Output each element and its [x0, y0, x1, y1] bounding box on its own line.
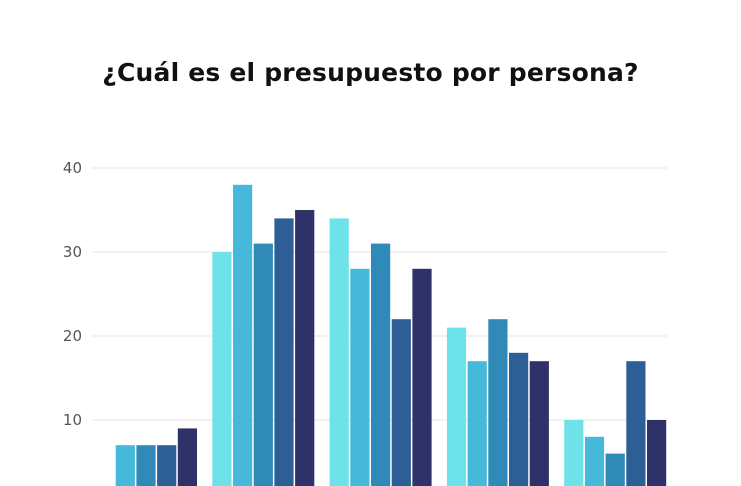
bar: [605, 453, 625, 486]
bar: [488, 319, 508, 486]
bars: [115, 184, 667, 486]
bar: [295, 210, 315, 486]
bar: [274, 218, 294, 486]
bar: [584, 436, 605, 486]
bar: [647, 420, 667, 486]
bar: [529, 361, 549, 486]
bar: [212, 252, 232, 486]
y-tick-label: 40: [63, 159, 82, 177]
y-tick-label: 10: [63, 411, 82, 429]
bar: [371, 243, 391, 486]
y-tick-label: 20: [63, 327, 82, 345]
bar: [564, 420, 584, 486]
bar: [329, 218, 349, 486]
bar: [391, 319, 411, 486]
bar: [509, 352, 529, 486]
bar: [253, 243, 273, 486]
bar: [177, 428, 197, 486]
bar: [115, 445, 135, 486]
bar: [446, 327, 467, 486]
bar: [412, 268, 432, 486]
bar: [467, 361, 487, 486]
bar: [157, 445, 177, 486]
bar: [136, 445, 156, 486]
bar: [350, 268, 370, 486]
y-tick-label: 30: [63, 243, 82, 261]
y-axis-ticks: 10 20 30 40: [63, 159, 82, 429]
bar: [626, 361, 646, 486]
chart-title: ¿Cuál es el presupuesto por persona?: [102, 58, 639, 87]
bar: [233, 184, 253, 486]
